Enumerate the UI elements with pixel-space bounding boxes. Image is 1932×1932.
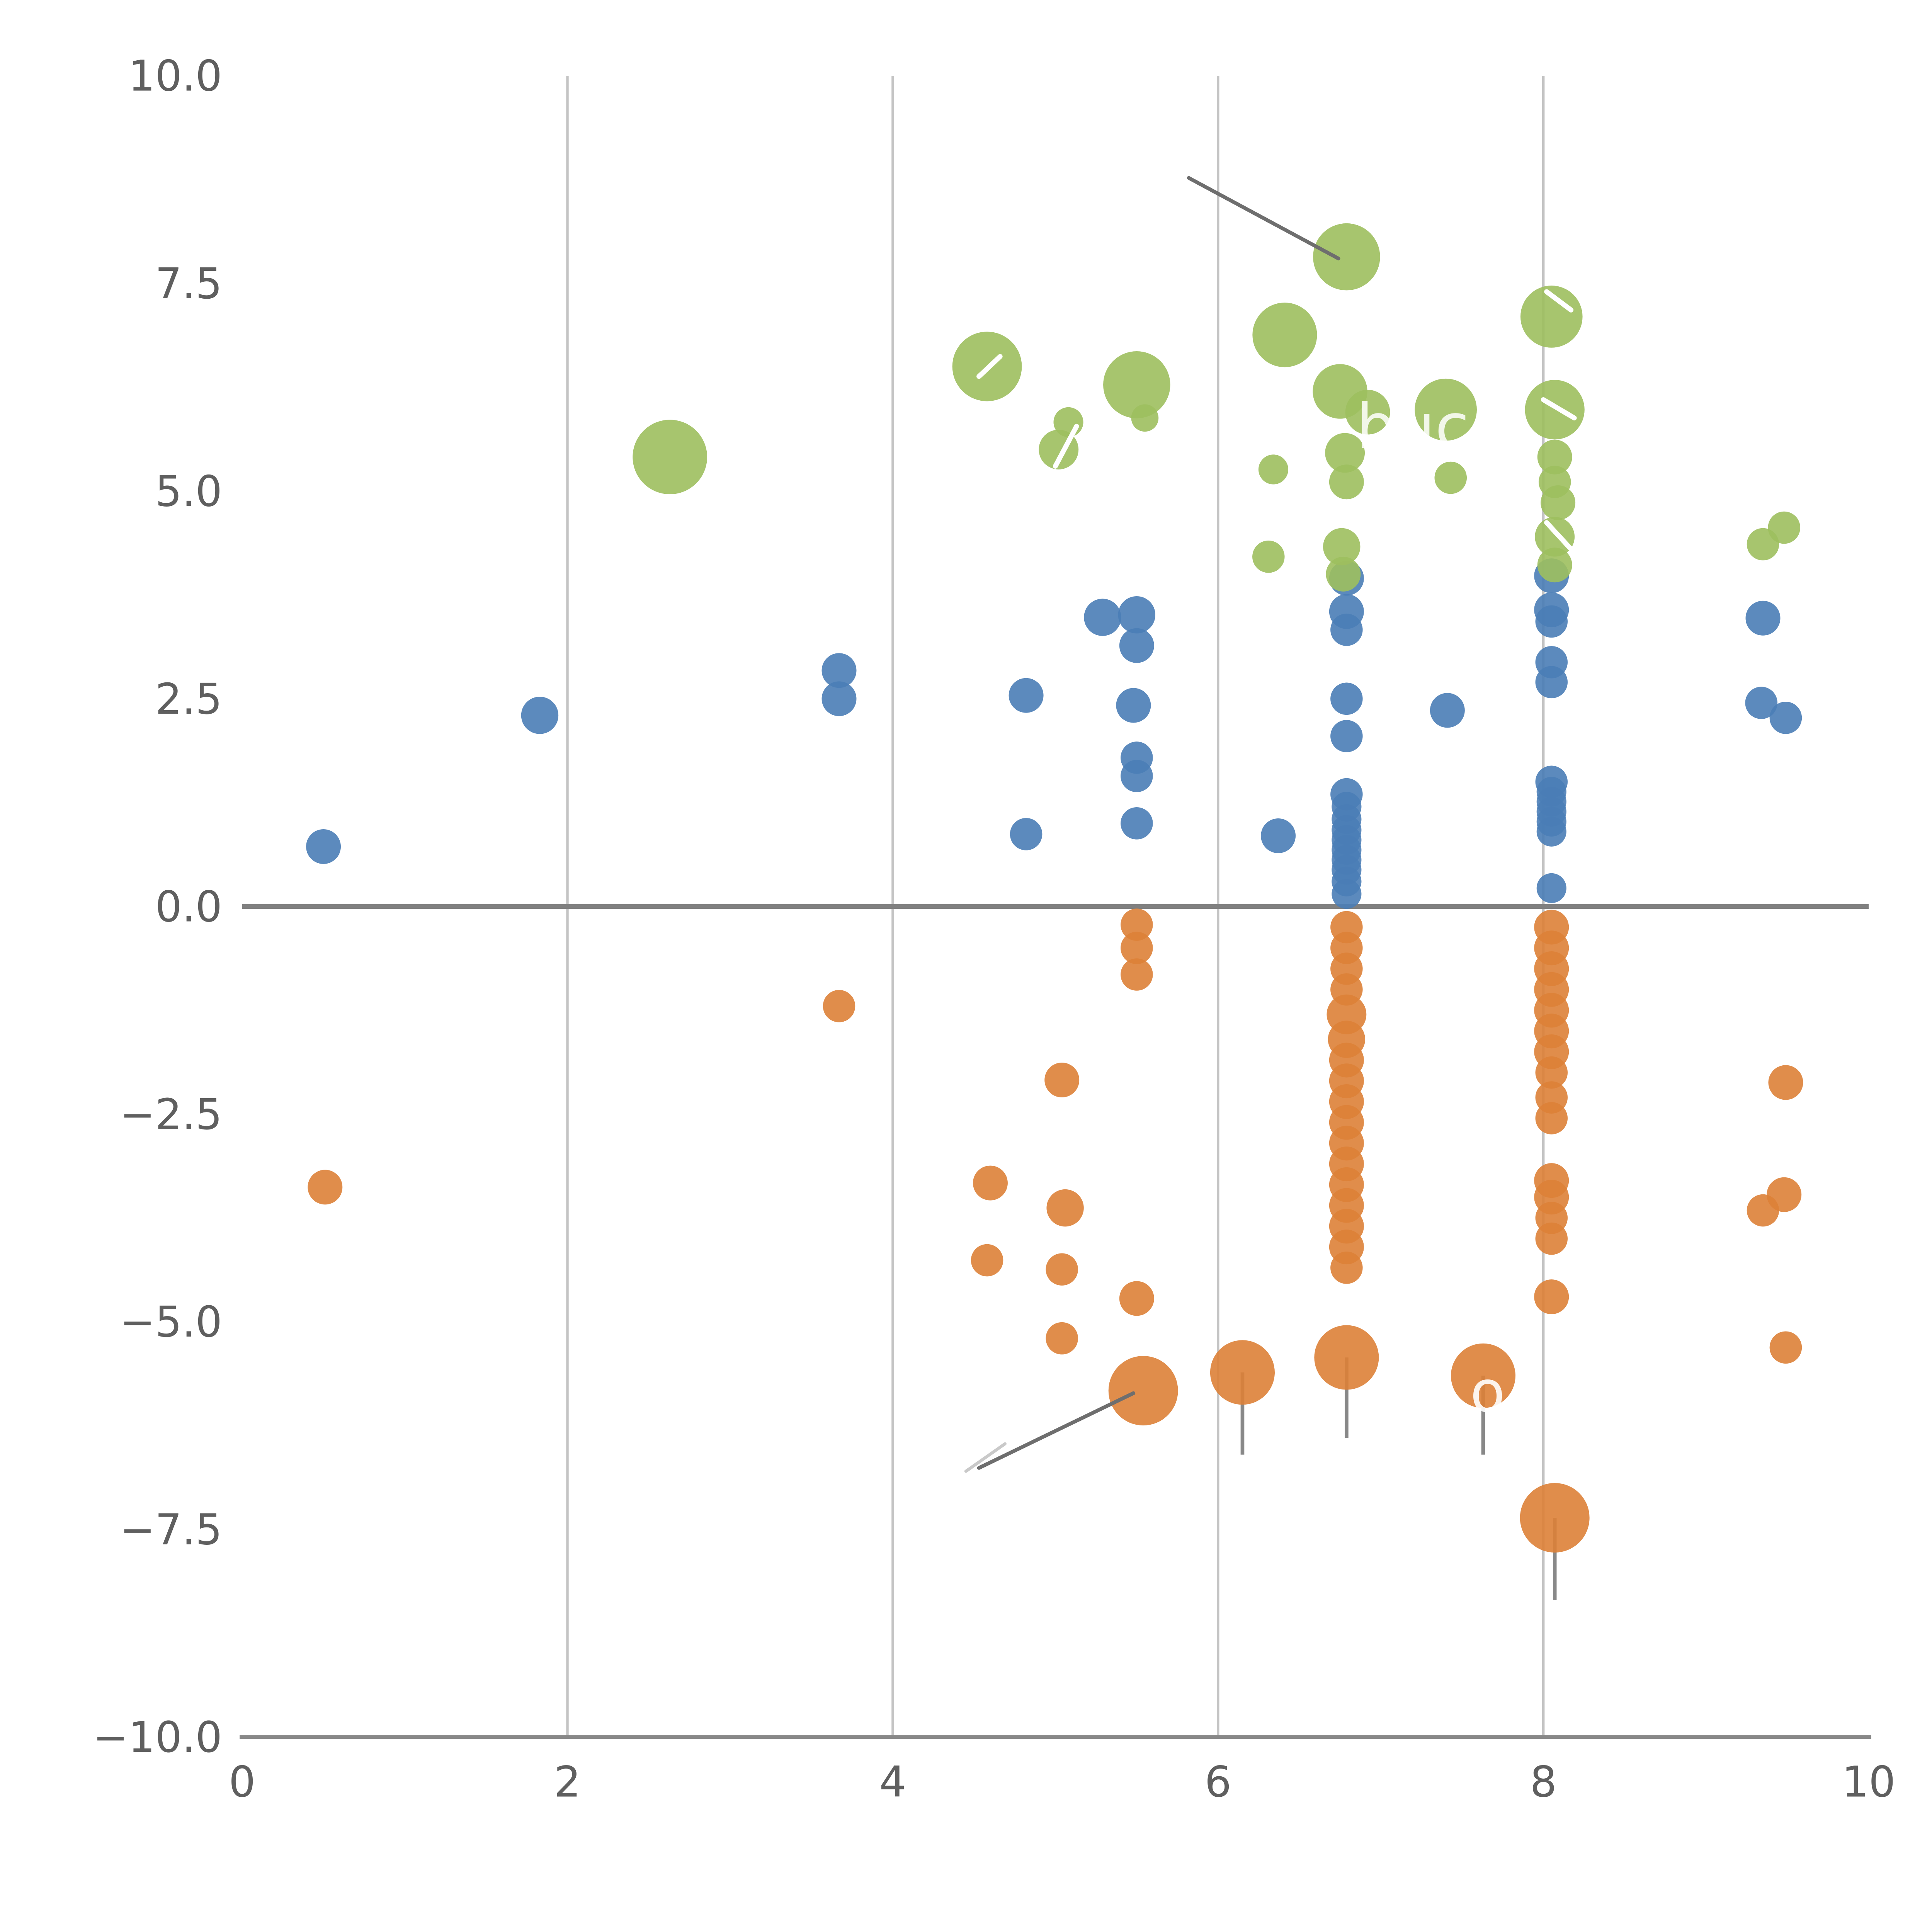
x-tick-label: 4 [879,1758,906,1807]
scatter-point-blue [1118,596,1156,634]
x-tick-label: 2 [554,1758,581,1807]
x-tick-label: 0 [229,1758,256,1807]
scatter-point-orange [973,1165,1008,1201]
y-tick-label: −7.5 [120,1505,222,1554]
scatter-point-orange [1769,1331,1802,1364]
scatter-point-blue [1121,807,1153,840]
scatter-point-orange [1119,1281,1154,1316]
scatter-point-blue [1430,693,1465,728]
x-tick-label: 6 [1205,1758,1232,1807]
scatter-point-green [1541,485,1576,520]
scatter-point-green [1535,517,1575,557]
scatter-point-orange [1046,1322,1078,1355]
scatter-point-orange [1535,1056,1568,1089]
y-tick-label: 2.5 [155,675,222,724]
scatter-point-green [1131,404,1159,432]
annotation-text: buc [1356,390,1469,463]
scatter-point-blue [1330,682,1363,715]
scatter-point-blue [1535,605,1568,638]
y-tick-label: 10.0 [128,52,222,101]
scatter-point-orange [1534,1279,1569,1315]
scatter-point-orange [971,1244,1003,1277]
scatter-point-blue [1745,600,1781,636]
scatter-point-blue [1330,614,1363,646]
scatter-point-green [1258,454,1288,485]
scatter-point-green [1434,461,1467,494]
scatter-point-blue [821,653,857,688]
x-tick-label: 8 [1530,1758,1557,1807]
scatter-point-orange [1046,1189,1084,1227]
annotation-text: o [1470,1359,1505,1425]
annotation-line [1544,520,1575,554]
scatter-point-green [1103,351,1170,418]
scatter-point-green [1520,286,1583,348]
scatter-point-green [1537,439,1572,474]
scatter-point-orange [823,990,855,1022]
scatter-point-orange [1314,1325,1379,1390]
scatter-point-green [633,420,707,495]
y-tick-label: −2.5 [120,1090,222,1139]
scatter-point-blue [1121,760,1153,793]
scatter-point-orange [1768,1065,1803,1100]
annotation-line [977,1391,1136,1470]
scatter-point-orange [1108,1356,1178,1426]
scatter-point-blue [1010,818,1043,850]
x-tick-label: 10 [1842,1758,1896,1807]
scatter-point-blue [1261,818,1296,854]
scatter-point-green [1325,433,1365,473]
scatter-point-blue [821,681,857,716]
annotation-line [964,1442,1007,1473]
scatter-point-orange [1451,1343,1516,1408]
scatter-point-blue [1535,666,1568,699]
scatter-point-green [1252,303,1317,367]
scatter-point-green [1415,378,1477,441]
scatter-point-orange [1520,1483,1590,1553]
y-tick-label: 7.5 [155,259,222,308]
scatter-point-blue [1009,678,1044,713]
y-tick-label: −5.0 [120,1298,222,1347]
scatter-point-green [1326,556,1361,592]
scatter-point-blue [1084,599,1121,636]
scatter-point-orange [1210,1340,1275,1405]
annotation-line [1187,176,1340,260]
scatter-point-green [1329,464,1364,500]
scatter-point-blue [1769,701,1802,734]
scatter-point-orange [1767,1177,1802,1212]
scatter-point-orange [1044,1063,1080,1098]
scatter-point-green [1537,548,1572,583]
annotation-line [976,354,1003,379]
scatter-point-orange [1121,932,1153,964]
scatter-point-green [1525,380,1585,440]
scatter-point-green [1345,389,1390,435]
scatter-point-orange [1046,1253,1078,1286]
scatter-point-blue [1330,720,1363,752]
annotation-line [1541,397,1577,421]
scatter-point-green [1768,511,1800,544]
scatter-point-green [1053,407,1083,437]
scatter-point-orange [308,1170,343,1205]
scatter-point-blue [521,697,559,734]
annotation-line [1544,289,1574,313]
annotation-line [1053,423,1079,469]
scatter-point-green [1323,528,1361,566]
scatter-point-blue [1536,873,1566,903]
y-tick-label: 5.0 [155,467,222,516]
scatter-point-blue [1116,688,1151,723]
scatter-point-blue [306,829,341,864]
y-tick-label: 0.0 [155,882,222,931]
scatter-point-green [1313,223,1380,291]
scatter-point-orange [1330,1252,1363,1284]
scatter-point-blue [1332,879,1362,909]
scatter-point-green [1252,540,1285,573]
scatter-point-blue [1745,687,1778,719]
scatter-point-blue [1536,816,1566,847]
scatter-point-orange [1121,958,1153,991]
y-tick-label: −10.0 [93,1713,222,1762]
scatter-point-orange [1121,908,1153,941]
scatter-point-orange [1535,1222,1568,1255]
scatter-point-blue [1119,628,1154,663]
scatter-point-orange [1535,1102,1568,1134]
